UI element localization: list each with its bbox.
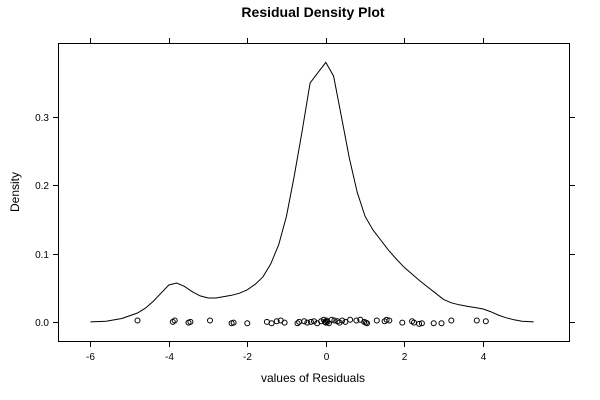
residual-point: [268, 320, 275, 327]
x-axis-label: values of Residuals: [261, 371, 365, 385]
x-tick-label: 0: [324, 352, 330, 363]
y-axis-label: Density: [8, 172, 22, 212]
residual-point: [373, 317, 380, 324]
residual-point: [418, 320, 425, 327]
residual-point: [171, 317, 178, 324]
residual-point: [473, 317, 480, 324]
residual-point: [383, 316, 390, 323]
residual-point: [273, 318, 280, 325]
x-tick-label: -6: [86, 352, 95, 363]
residual-point: [322, 318, 328, 325]
residual-point: [304, 319, 311, 326]
residual-point: [438, 320, 445, 327]
residual-point: [331, 317, 338, 324]
plot-frame: [58, 43, 570, 342]
y-tick-label: 0.1: [35, 250, 49, 261]
residual-point: [364, 320, 370, 327]
residual-point: [134, 317, 141, 324]
axis-ticks: [53, 38, 575, 347]
chart-title: Residual Density Plot: [241, 4, 384, 20]
plot-area: [90, 61, 534, 327]
residual-point: [482, 318, 489, 325]
residual-point: [207, 317, 213, 324]
x-tick-label: 4: [481, 352, 487, 363]
residual-point: [448, 317, 455, 324]
axis-tick-labels: -6 -4 -2 0 2 4 0.0 0.1 0.2 0.3: [35, 113, 487, 363]
residual-point: [281, 319, 288, 326]
residual-point: [307, 318, 314, 325]
residual-point: [294, 320, 301, 327]
residual-point: [301, 318, 308, 325]
x-tick-label: -2: [243, 352, 252, 363]
residual-point: [353, 317, 360, 324]
residual-point: [187, 318, 194, 325]
residual-point: [339, 317, 346, 324]
residual-point: [430, 320, 437, 327]
density-curve: [90, 61, 534, 323]
residual-point: [347, 316, 354, 323]
residual-point: [230, 319, 237, 326]
residual-point: [244, 320, 251, 327]
y-tick-label: 0.0: [35, 318, 49, 329]
residual-point: [399, 319, 406, 326]
y-tick-label: 0.2: [35, 181, 49, 192]
residual-point: [328, 316, 335, 323]
residual-point: [342, 318, 349, 325]
residual-point: [386, 317, 393, 324]
x-tick-label: -4: [165, 352, 174, 363]
residual-point: [416, 320, 423, 327]
y-tick-label: 0.3: [35, 113, 49, 124]
x-tick-label: 2: [402, 352, 408, 363]
